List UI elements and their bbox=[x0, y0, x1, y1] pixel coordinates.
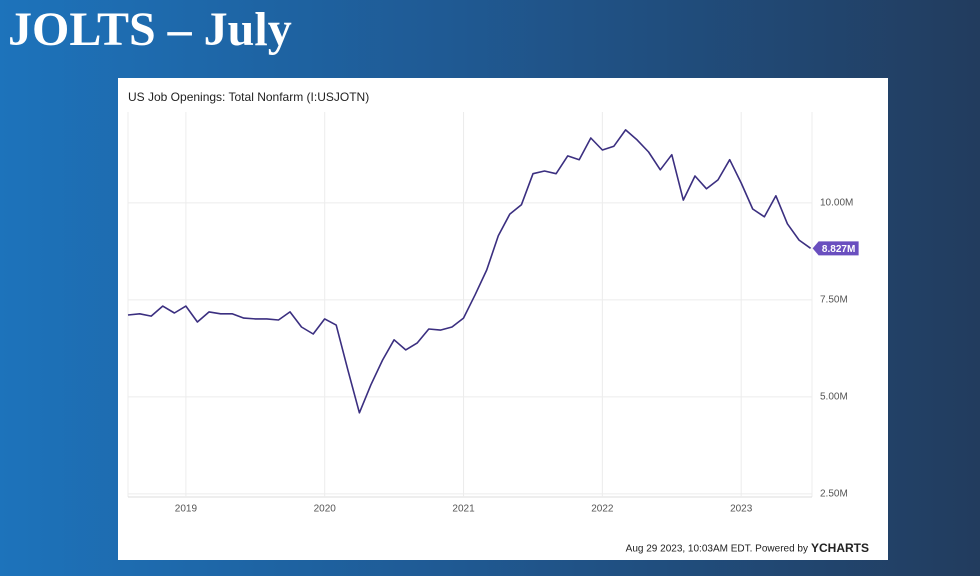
y-tick-label: 2.50M bbox=[820, 489, 848, 500]
brand: YCHARTS bbox=[811, 541, 869, 555]
footer: Aug 29 2023, 10:03AM EDT. Powered by bbox=[626, 544, 808, 555]
chart-panel: US Job Openings: Total Nonfarm (I:USJOTN… bbox=[118, 78, 888, 560]
x-tick-label: 2021 bbox=[452, 504, 475, 515]
slide-title: JOLTS – July bbox=[8, 3, 292, 56]
y-tick-label: 7.50M bbox=[820, 294, 848, 305]
value-badge bbox=[812, 241, 859, 256]
data-line bbox=[127, 129, 812, 414]
x-tick-label: 2022 bbox=[591, 504, 614, 515]
y-tick-label: 5.00M bbox=[820, 392, 848, 403]
x-tick-label: 2023 bbox=[730, 504, 753, 515]
chart: US Job Openings: Total Nonfarm (I:USJOTN… bbox=[127, 90, 869, 555]
chart-title: US Job Openings: Total Nonfarm (I:USJOTN… bbox=[128, 90, 369, 104]
x-tick-label: 2020 bbox=[314, 504, 337, 515]
x-tick-label: 2019 bbox=[175, 504, 198, 515]
value-label: 8.827M bbox=[822, 244, 855, 255]
y-tick-label: 10.00M bbox=[820, 197, 853, 208]
